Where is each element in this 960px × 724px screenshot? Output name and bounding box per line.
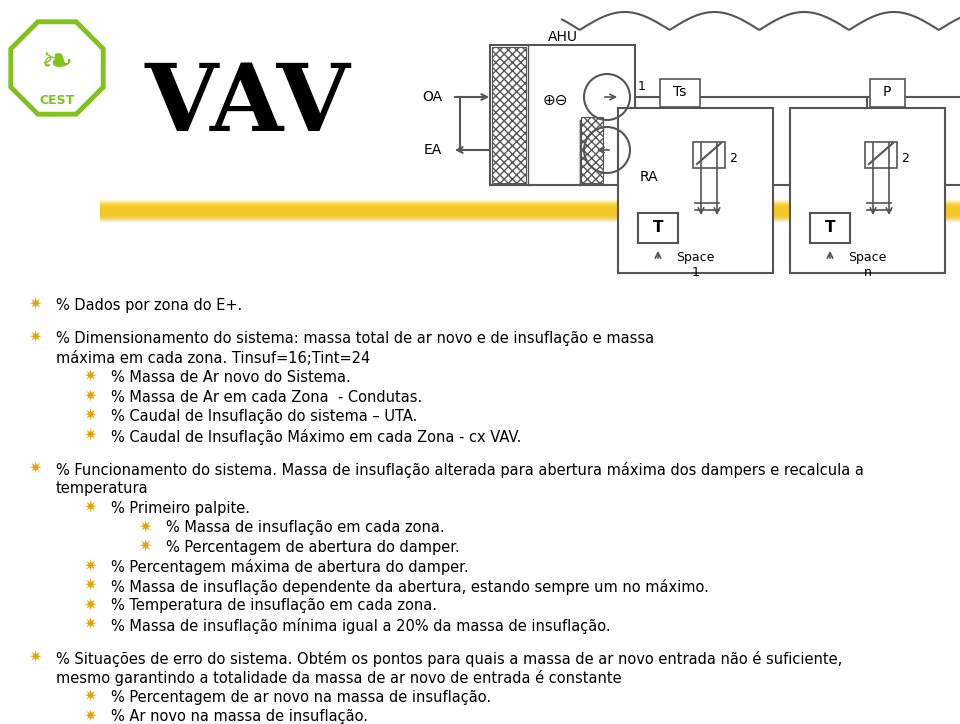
Text: % Ar novo na massa de insuflação.: % Ar novo na massa de insuflação. <box>111 710 368 724</box>
Text: % Massa de Ar em cada Zona  - Condutas.: % Massa de Ar em cada Zona - Condutas. <box>111 390 422 405</box>
Bar <box>490 45 635 185</box>
Text: VAV: VAV <box>145 60 350 150</box>
Text: ✷: ✷ <box>83 690 96 705</box>
Text: ✷: ✷ <box>138 521 152 535</box>
Text: temperatura: temperatura <box>56 481 149 496</box>
Bar <box>581 117 603 183</box>
Text: ✷: ✷ <box>138 540 152 555</box>
Bar <box>790 108 945 273</box>
Text: % Situações de erro do sistema. Obtém os pontos para quais a massa de ar novo en: % Situações de erro do sistema. Obtém os… <box>56 651 842 667</box>
Bar <box>100 206 960 220</box>
Text: 2: 2 <box>729 151 737 164</box>
Bar <box>492 47 526 183</box>
Text: 2: 2 <box>901 151 909 164</box>
Bar <box>618 108 773 273</box>
Text: EA: EA <box>423 143 442 157</box>
Text: ✷: ✷ <box>28 651 41 666</box>
Bar <box>660 79 700 107</box>
Text: ✷: ✷ <box>83 710 96 724</box>
Text: ✷: ✷ <box>83 578 96 594</box>
Text: % Dimensionamento do sistema: massa total de ar novo e de insuflação e massa: % Dimensionamento do sistema: massa tota… <box>56 331 654 346</box>
Text: ✷: ✷ <box>28 462 41 477</box>
Text: % Caudal de Insuflação do sistema – UTA.: % Caudal de Insuflação do sistema – UTA. <box>111 409 418 424</box>
Bar <box>870 79 905 107</box>
Bar <box>100 204 960 218</box>
Text: Space
1: Space 1 <box>676 251 714 279</box>
Text: % Temperatura de insuflação em cada zona.: % Temperatura de insuflação em cada zona… <box>111 598 437 613</box>
Text: ✷: ✷ <box>83 618 96 633</box>
Text: P: P <box>883 85 891 99</box>
Text: % Primeiro palpite.: % Primeiro palpite. <box>111 501 250 515</box>
Text: T: T <box>653 221 663 235</box>
Text: CEST: CEST <box>39 93 75 106</box>
Text: ✷: ✷ <box>83 370 96 385</box>
Text: % Massa de insuflação dependente da abertura, estando sempre um no máximo.: % Massa de insuflação dependente da aber… <box>111 578 708 595</box>
Text: Ts: Ts <box>673 85 686 99</box>
Text: ✷: ✷ <box>83 409 96 424</box>
Text: % Percentagem de ar novo na massa de insuflação.: % Percentagem de ar novo na massa de ins… <box>111 690 492 705</box>
Text: % Massa de insuflação mínima igual a 20% da massa de insuflação.: % Massa de insuflação mínima igual a 20%… <box>111 618 611 634</box>
Text: mesmo garantindo a totalidade da massa de ar novo de entrada é constante: mesmo garantindo a totalidade da massa d… <box>56 670 622 686</box>
Text: ⊕⊖: ⊕⊖ <box>542 93 567 107</box>
Text: % Caudal de Insuflação Máximo em cada Zona - cx VAV.: % Caudal de Insuflação Máximo em cada Zo… <box>111 429 521 445</box>
Bar <box>865 142 897 168</box>
Bar <box>100 200 960 214</box>
Text: OA: OA <box>421 90 442 104</box>
Text: % Massa de Ar novo do Sistema.: % Massa de Ar novo do Sistema. <box>111 370 350 385</box>
Text: ✷: ✷ <box>83 390 96 405</box>
Bar <box>693 142 725 168</box>
Text: % Massa de insuflação em cada zona.: % Massa de insuflação em cada zona. <box>166 521 444 535</box>
Text: ✷: ✷ <box>83 429 96 444</box>
Bar <box>100 208 960 222</box>
Text: Space
n: Space n <box>849 251 887 279</box>
Text: ✷: ✷ <box>83 560 96 574</box>
Text: T: T <box>825 221 835 235</box>
Text: ❧: ❧ <box>40 44 73 82</box>
Text: ✷: ✷ <box>28 298 41 313</box>
Text: % Funcionamento do sistema. Massa de insuflação alterada para abertura máxima do: % Funcionamento do sistema. Massa de ins… <box>56 462 864 478</box>
Text: % Dados por zona do E+.: % Dados por zona do E+. <box>56 298 242 313</box>
Text: ✷: ✷ <box>83 501 96 515</box>
Text: RA: RA <box>640 170 659 184</box>
Text: % Percentagem máxima de abertura do damper.: % Percentagem máxima de abertura do damp… <box>111 560 468 576</box>
Text: AHU: AHU <box>547 30 578 44</box>
Bar <box>810 213 850 243</box>
Text: ✷: ✷ <box>83 598 96 613</box>
Text: máxima em cada zona. Tinsuf=16;Tint=24: máxima em cada zona. Tinsuf=16;Tint=24 <box>56 350 371 366</box>
Polygon shape <box>11 22 103 114</box>
Text: 1: 1 <box>638 80 646 93</box>
Bar <box>638 213 678 243</box>
Text: ✷: ✷ <box>28 331 41 346</box>
Bar <box>100 202 960 216</box>
Text: % Percentagem de abertura do damper.: % Percentagem de abertura do damper. <box>166 540 460 555</box>
